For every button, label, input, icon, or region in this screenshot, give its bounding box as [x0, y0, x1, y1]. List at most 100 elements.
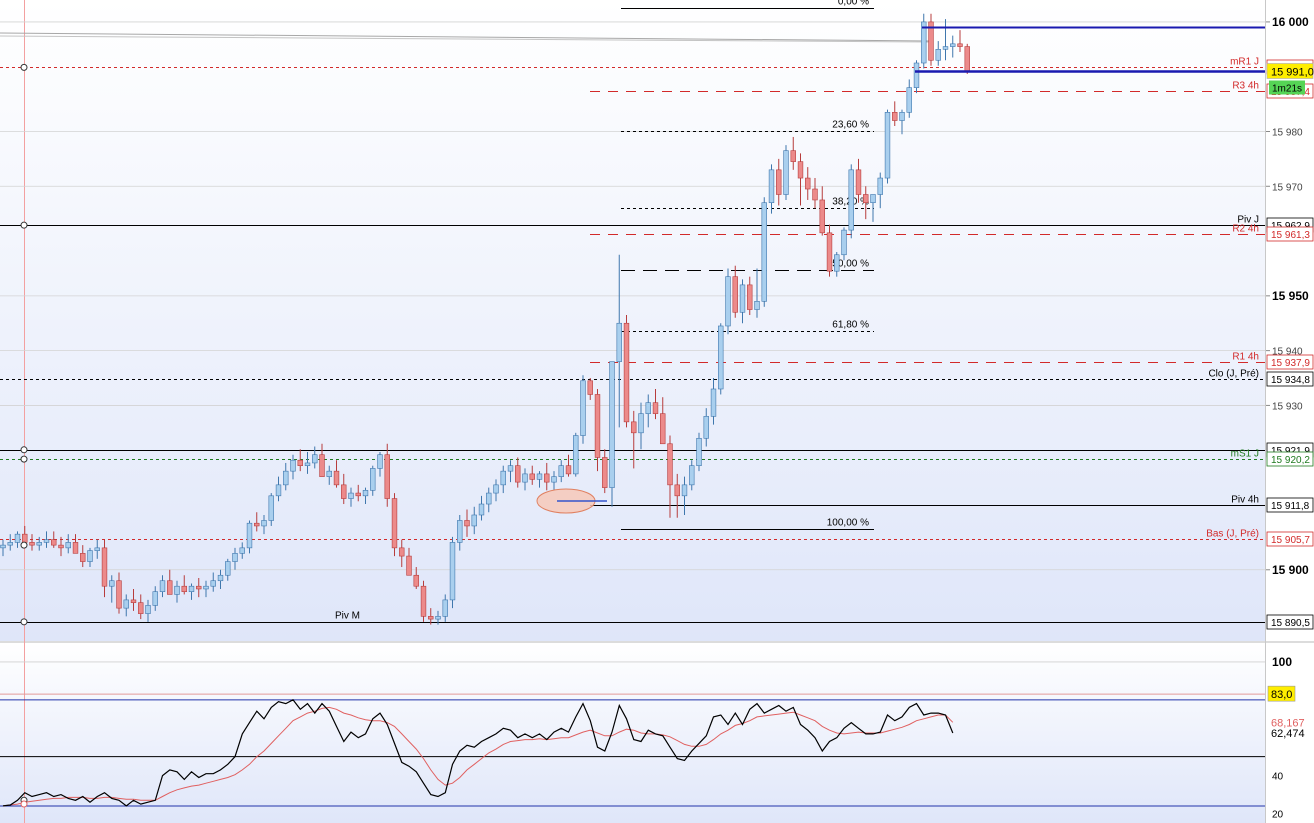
candle-body	[239, 547, 245, 554]
candle-body	[355, 492, 361, 497]
candle-body	[884, 112, 891, 179]
candle-body	[268, 495, 274, 521]
candle-body	[645, 402, 651, 414]
candle-body	[210, 580, 216, 587]
candle-body	[312, 454, 318, 464]
bullish-candle	[609, 361, 615, 507]
level-handle[interactable]	[20, 221, 28, 229]
candle-body	[435, 616, 441, 620]
bearish-candle	[399, 539, 405, 568]
level-label: Piv M	[335, 611, 360, 622]
rsi-handle[interactable]	[20, 800, 28, 808]
candle-body	[754, 301, 760, 310]
candle-body	[870, 194, 876, 204]
candle-body	[420, 585, 427, 617]
price-axis[interactable]: 16 000 15 980 15 970 15 950 15 940 15 930 15 9…	[1266, 15, 1314, 630]
candle-body	[109, 580, 115, 587]
bullish-candle	[0, 539, 6, 557]
bullish-candle	[710, 378, 717, 425]
bearish-candle	[667, 435, 673, 518]
candle-body	[507, 465, 514, 472]
long-trendline[interactable]	[0, 32, 931, 42]
bearish-candle	[333, 460, 340, 488]
candle-body	[58, 544, 64, 549]
annotations-layer	[20, 26, 1265, 626]
fib-level-label: 23,60 %	[832, 120, 869, 131]
candle-body	[457, 520, 463, 543]
bullish-candle	[94, 539, 100, 559]
bullish-candle	[935, 41, 941, 66]
candle-body	[152, 591, 158, 606]
bullish-candle	[703, 408, 709, 447]
bullish-candle	[877, 172, 883, 209]
bearish-candle	[602, 449, 608, 494]
candle-body	[370, 468, 376, 491]
current-price-tag	[1266, 63, 1314, 79]
candle-body	[0, 544, 6, 549]
bearish-candle	[797, 153, 804, 206]
bullish-candle	[370, 465, 376, 496]
long-trendline-2[interactable]	[0, 35, 931, 43]
bullish-candle	[159, 575, 166, 598]
levels-layer: mR1 J R3 4h Piv JR2 4h R1 4h Clo (J, Pré) mS1…	[0, 57, 1265, 623]
candle-body	[718, 325, 724, 390]
rsi-panel-background	[0, 643, 1266, 823]
candle-body	[297, 459, 303, 466]
level-label: mR1 J	[1230, 57, 1259, 68]
candle-body	[304, 462, 311, 466]
candle-timer-tag	[1269, 80, 1305, 95]
bullish-candle	[174, 580, 180, 603]
candle-body	[703, 416, 709, 439]
bullish-candle	[65, 534, 71, 554]
bearish-candle	[892, 101, 898, 127]
candle-body	[602, 457, 608, 488]
candle-body	[283, 470, 289, 486]
level-price-tag	[1266, 531, 1314, 547]
bearish-candle	[805, 167, 811, 200]
candle-body	[428, 616, 434, 620]
candle-body	[138, 602, 144, 614]
bullish-candle	[203, 580, 209, 598]
bearish-candle	[863, 186, 869, 220]
level-handle[interactable]	[20, 618, 28, 626]
candle-body	[855, 169, 862, 195]
candle-body	[14, 533, 21, 543]
bearish-candle	[957, 30, 963, 53]
candle-body	[667, 443, 673, 486]
level-price-text: 15 890,5	[1271, 618, 1310, 629]
bullish-candle	[217, 569, 224, 589]
bearish-candle	[790, 136, 796, 170]
candle-body	[681, 484, 688, 497]
axis-tick-label: 15 980	[1272, 127, 1303, 138]
candle-body	[863, 194, 869, 204]
level-price-text: 15 937,9	[1271, 358, 1310, 369]
bullish-candle	[478, 495, 485, 521]
rsi-axis-label: 20	[1272, 810, 1284, 821]
level-label: Bas (J, Pré)	[1206, 529, 1259, 540]
bullish-candle	[312, 446, 318, 469]
level-price-tag	[1266, 371, 1314, 387]
candle-body	[834, 254, 840, 272]
candle-body	[761, 202, 767, 302]
bullish-candle	[551, 471, 557, 491]
bullish-candle	[884, 109, 891, 184]
level-handle[interactable]	[20, 63, 28, 71]
bullish-candle	[558, 460, 564, 483]
level-handle[interactable]	[20, 446, 28, 454]
level-price-text: 15 905,7	[1271, 535, 1310, 546]
level-handle[interactable]	[20, 541, 28, 549]
candle-body	[261, 520, 267, 527]
fib-level-label: 0,00 %	[838, 0, 869, 8]
bullish-candle	[486, 487, 492, 513]
candle-body	[805, 177, 811, 190]
bullish-candle	[906, 79, 912, 118]
candle-body	[797, 161, 804, 179]
candle-body	[36, 542, 42, 546]
bearish-candle	[464, 509, 470, 537]
bullish-candle	[921, 13, 927, 69]
candle-body	[957, 43, 963, 47]
bullish-candle	[232, 547, 238, 570]
candle-body	[500, 470, 506, 486]
level-handle[interactable]	[20, 455, 28, 463]
